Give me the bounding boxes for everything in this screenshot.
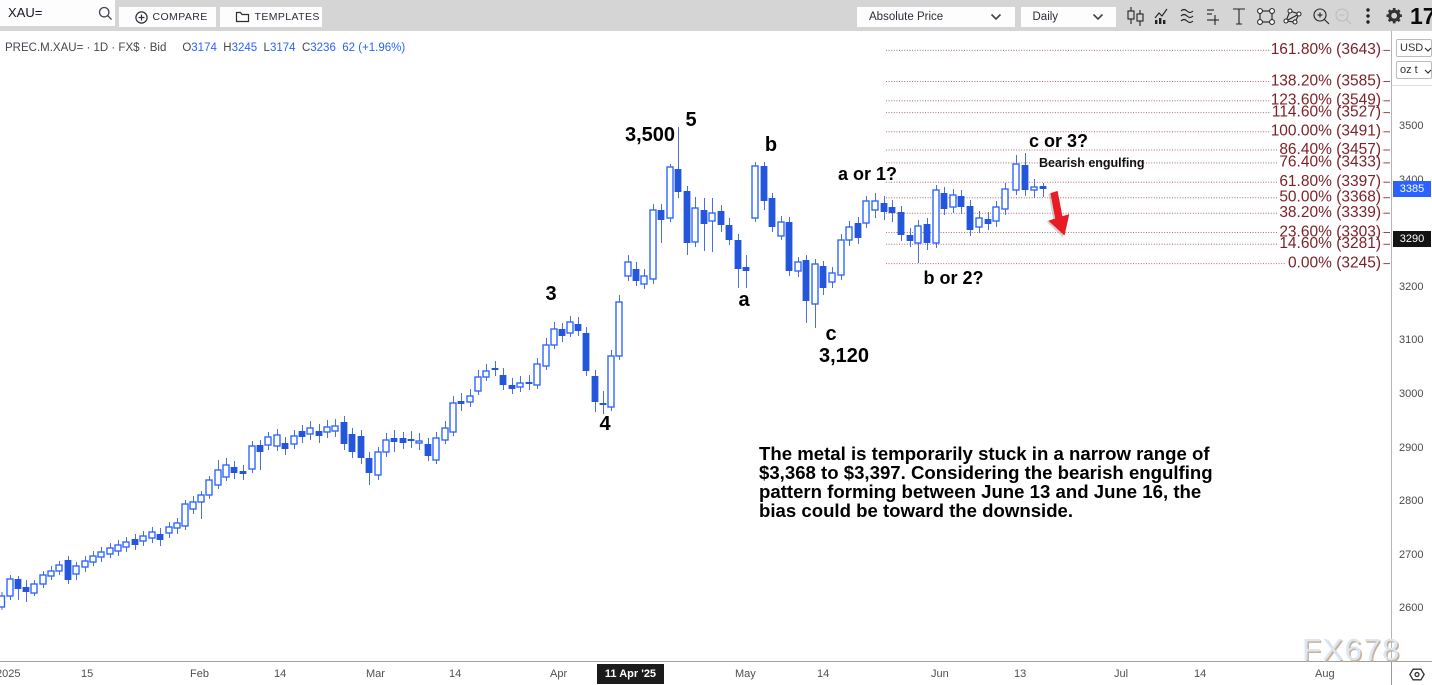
svg-text:50.00% (3368): 50.00% (3368) [1279, 189, 1381, 206]
svg-text:c: c [825, 323, 836, 345]
svg-text:38.20% (3339): 38.20% (3339) [1279, 204, 1381, 221]
svg-text:Bearish engulfing: Bearish engulfing [1039, 156, 1145, 170]
svg-text:c or 3?: c or 3? [1029, 131, 1088, 151]
svg-text:b or 2?: b or 2? [923, 268, 983, 288]
svg-text:3,500: 3,500 [625, 124, 675, 146]
svg-text:61.80% (3397): 61.80% (3397) [1279, 173, 1381, 190]
svg-text:114.60% (3527): 114.60% (3527) [1272, 103, 1381, 120]
svg-text:23.60% (3303): 23.60% (3303) [1279, 223, 1381, 240]
svg-text:17: 17 [1410, 4, 1432, 29]
svg-text:86.40% (3457): 86.40% (3457) [1279, 141, 1381, 158]
svg-text:5: 5 [685, 109, 696, 131]
svg-text:76.40% (3433): 76.40% (3433) [1279, 154, 1381, 171]
svg-text:0.00% (3245): 0.00% (3245) [1288, 254, 1381, 271]
svg-text:b: b [765, 134, 777, 156]
svg-text:161.80% (3643): 161.80% (3643) [1271, 41, 1381, 58]
svg-text:14.60% (3281): 14.60% (3281) [1279, 235, 1381, 252]
svg-text:3,120: 3,120 [819, 345, 869, 367]
svg-text:138.20% (3585): 138.20% (3585) [1271, 72, 1381, 89]
svg-text:4: 4 [599, 413, 611, 435]
svg-text:123.60% (3549): 123.60% (3549) [1271, 92, 1381, 109]
svg-text:a: a [738, 289, 750, 311]
svg-text:a or 1?: a or 1? [838, 164, 897, 184]
svg-text:100.00% (3491): 100.00% (3491) [1271, 123, 1381, 140]
svg-text:3: 3 [545, 283, 556, 305]
